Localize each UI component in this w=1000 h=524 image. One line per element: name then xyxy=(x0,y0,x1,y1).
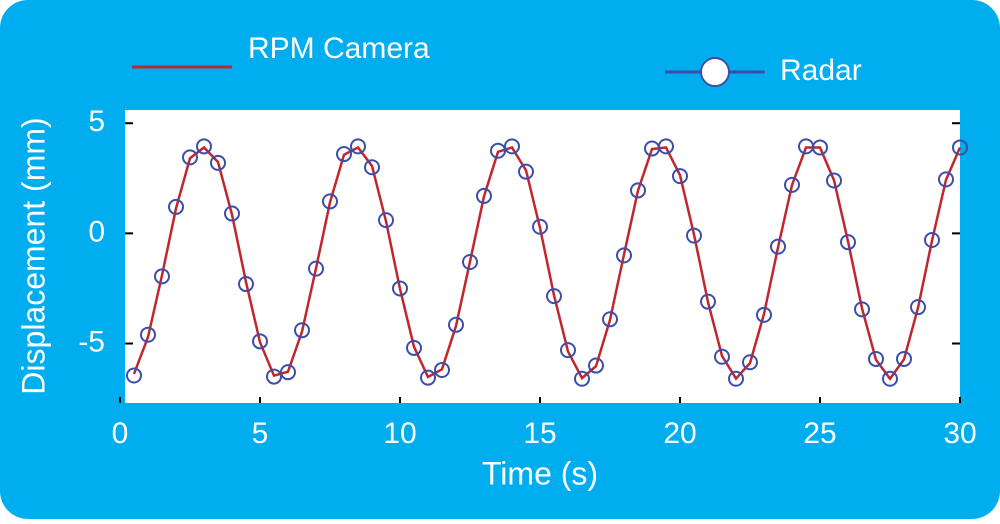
radar-point xyxy=(420,369,436,386)
radar-point xyxy=(168,198,184,215)
radar-point xyxy=(378,212,394,229)
radar-point xyxy=(252,333,268,350)
radar-point xyxy=(742,354,758,371)
radar-point xyxy=(910,299,926,316)
radar-point xyxy=(588,357,604,374)
radar-point xyxy=(322,193,338,210)
radar-point xyxy=(462,254,478,271)
x-tick-label: 10 xyxy=(383,417,416,450)
radar-point xyxy=(602,311,618,328)
radar-point xyxy=(210,154,226,171)
radar-point xyxy=(224,205,240,222)
radar-point xyxy=(924,231,940,248)
x-tick-label: 30 xyxy=(943,417,976,450)
radar-point xyxy=(490,142,506,159)
x-tick-label: 25 xyxy=(803,417,836,450)
x-tick-label: 5 xyxy=(252,417,269,450)
radar-point xyxy=(392,280,408,297)
radar-point xyxy=(952,139,968,156)
radar-point xyxy=(868,350,884,367)
radar-point xyxy=(364,159,380,176)
x-axis-label: Time (s) xyxy=(482,455,598,491)
radar-point xyxy=(658,138,674,155)
radar-point xyxy=(294,322,310,339)
radar-point xyxy=(154,268,170,285)
radar-point xyxy=(840,234,856,251)
radar-point xyxy=(196,138,212,155)
radar-point xyxy=(140,326,156,343)
radar-point xyxy=(938,171,954,188)
radar-point xyxy=(266,368,282,385)
radar-point xyxy=(532,218,548,235)
radar-point xyxy=(756,306,772,323)
x-tick-label: 20 xyxy=(663,417,696,450)
radar-point xyxy=(518,163,534,180)
radar-point xyxy=(728,370,744,387)
radar-point xyxy=(434,361,450,378)
radar-point xyxy=(616,247,632,264)
y-tick-label: 5 xyxy=(88,105,105,138)
x-tick-label: 15 xyxy=(523,417,556,450)
legend-label: Radar xyxy=(780,54,862,87)
radar-point xyxy=(476,187,492,204)
radar-point xyxy=(546,288,562,305)
radar-point xyxy=(574,370,590,387)
radar-point xyxy=(812,139,828,156)
radar-point xyxy=(672,168,688,185)
radar-point xyxy=(882,370,898,387)
radar-point xyxy=(826,172,842,189)
radar-point xyxy=(896,350,912,367)
radar-point xyxy=(308,260,324,277)
radar-point xyxy=(854,301,870,318)
radar-point xyxy=(504,138,520,155)
legend-label: RPM Camera xyxy=(248,32,430,65)
y-tick-label: -5 xyxy=(78,325,105,358)
radar-point xyxy=(406,339,422,356)
radar-point xyxy=(448,316,464,333)
plot-area xyxy=(125,110,960,403)
radar-point xyxy=(350,138,366,155)
radar-point xyxy=(784,176,800,193)
radar-point xyxy=(336,146,352,163)
radar-point xyxy=(280,364,296,381)
radar-point xyxy=(560,342,576,359)
radar-point xyxy=(714,348,730,365)
y-tick-label: 0 xyxy=(88,215,105,248)
radar-point xyxy=(700,293,716,310)
radar-point xyxy=(238,276,254,293)
legend-marker xyxy=(700,57,730,87)
radar-point xyxy=(686,227,702,244)
radar-point xyxy=(126,367,142,384)
radar-point xyxy=(630,182,646,199)
radar-point xyxy=(770,238,786,255)
radar-point xyxy=(182,149,198,166)
x-tick-label: 0 xyxy=(112,417,129,450)
y-axis-label: Displacement (mm) xyxy=(15,117,51,394)
